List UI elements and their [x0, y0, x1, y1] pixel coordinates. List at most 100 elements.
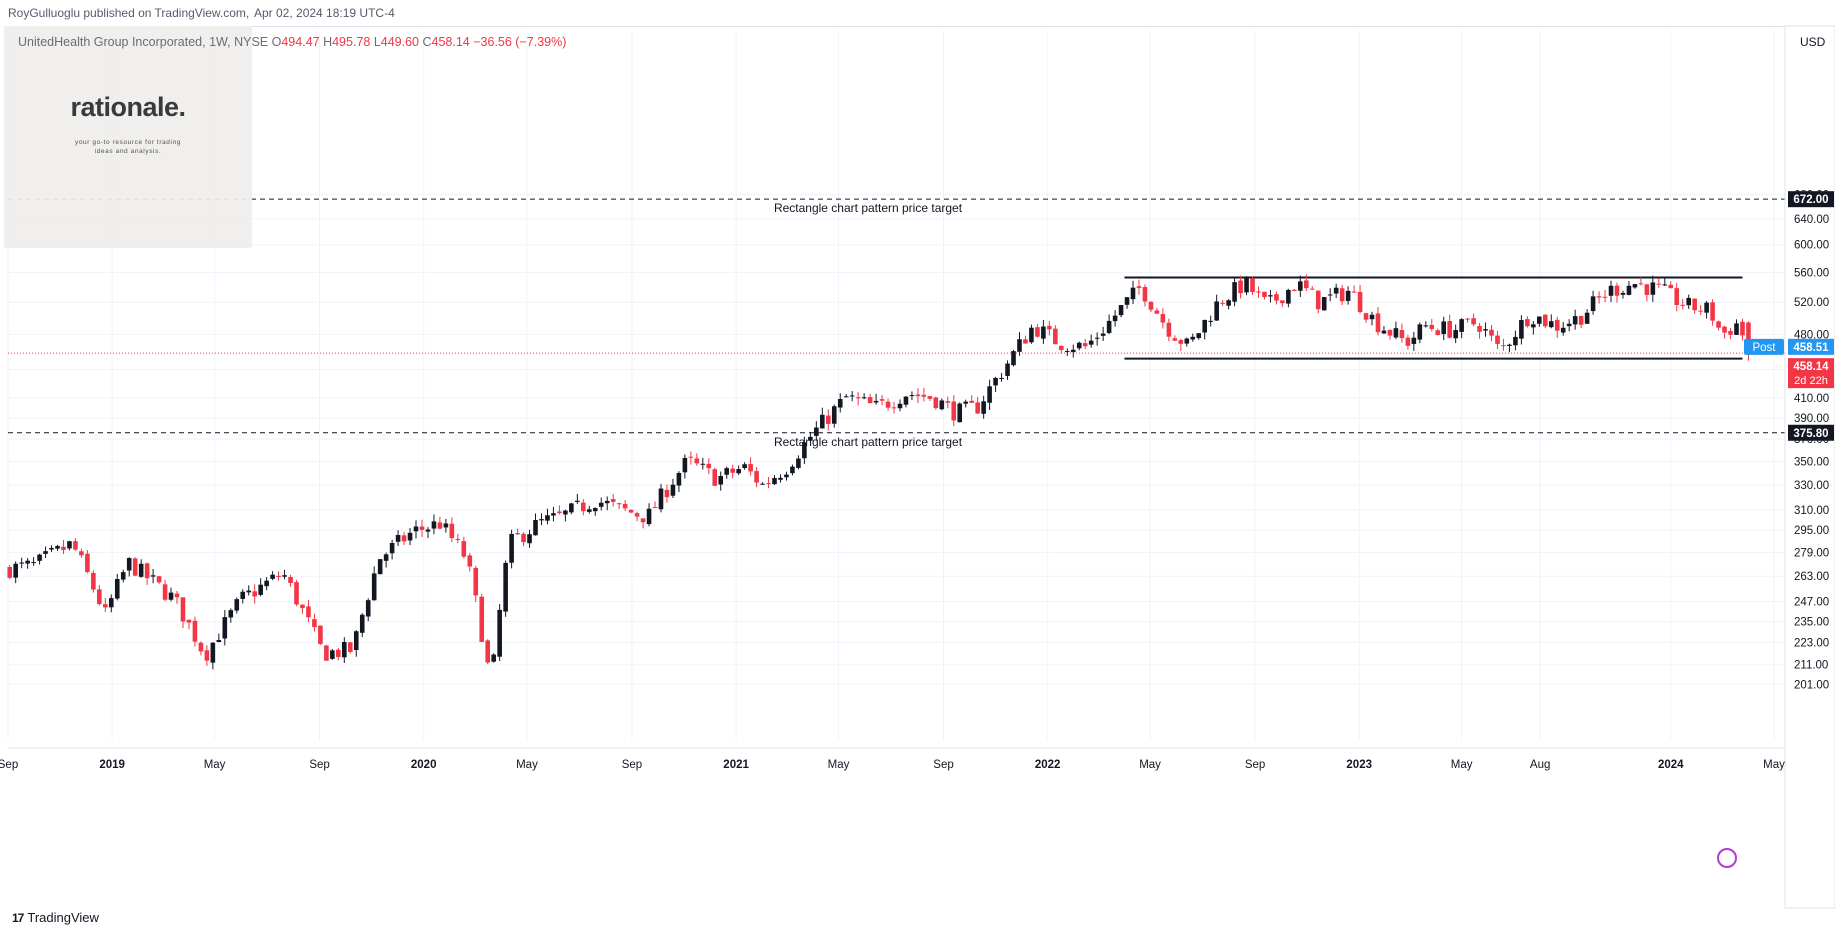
candle — [1184, 337, 1190, 347]
logo-wordmark: rationale. — [70, 92, 186, 122]
time-tick-label: May — [828, 759, 850, 771]
candle-body — [1387, 329, 1393, 336]
candle — [915, 388, 921, 404]
candle-body — [1298, 281, 1303, 291]
candle-body — [1160, 314, 1166, 323]
candle-body — [1268, 295, 1273, 297]
candle — [37, 553, 42, 565]
candle-body — [240, 591, 246, 599]
candle-body — [814, 427, 819, 436]
candle — [1274, 291, 1279, 305]
time-tick-label: Sep — [309, 759, 329, 771]
candle — [628, 509, 634, 514]
symbol-legend[interactable]: UnitedHealth Group Incorporated, 1W, NYS… — [18, 35, 566, 49]
candle-body — [837, 398, 843, 408]
candle-body — [592, 508, 598, 512]
candle-body — [1076, 342, 1082, 349]
candle-body — [515, 533, 520, 535]
candle — [228, 608, 234, 623]
candle-body — [371, 573, 377, 601]
tradingview-brand[interactable]: 17 TradingView — [12, 910, 99, 925]
price-target-tag-bg — [1788, 191, 1834, 208]
price-tags: 672.00 375.80 Post 458.51 458.14 2d 22h — [1744, 191, 1834, 441]
candle-body — [1226, 300, 1231, 306]
candle-body — [1214, 301, 1219, 321]
candle-body — [1638, 283, 1644, 285]
candle-body — [796, 458, 801, 468]
candle — [1064, 348, 1070, 356]
candle-body — [1495, 335, 1500, 344]
candle — [1483, 322, 1488, 337]
candle-body — [1417, 324, 1423, 340]
candle-body — [1309, 288, 1315, 290]
candle-body — [198, 642, 204, 652]
candle — [1023, 335, 1028, 344]
candle — [1351, 285, 1357, 293]
candle-body — [1208, 320, 1213, 322]
candle — [1047, 320, 1052, 336]
candle-body — [1626, 285, 1632, 295]
candle — [1435, 328, 1441, 336]
candle-body — [204, 650, 210, 661]
candle — [97, 584, 102, 606]
candle-body — [903, 396, 909, 405]
candle-body — [126, 558, 132, 571]
candle-body — [150, 575, 156, 577]
candle-body — [802, 442, 807, 459]
candle-body — [1686, 297, 1691, 306]
candle-body — [1041, 326, 1046, 339]
candle — [1327, 288, 1333, 302]
candle-body — [1130, 287, 1136, 300]
candle — [156, 576, 162, 585]
candle — [1531, 321, 1536, 335]
candle-body — [1453, 330, 1458, 339]
candle — [1572, 309, 1578, 330]
candle — [1590, 290, 1596, 315]
candle — [700, 457, 706, 470]
candle — [1596, 291, 1602, 304]
candle — [371, 566, 377, 601]
symbol-name[interactable]: UnitedHealth Group Incorporated, 1W, NYS… — [18, 35, 269, 49]
candle-body — [1393, 328, 1399, 338]
price-target-label: Rectangle chart pattern price target — [774, 201, 963, 215]
candle — [252, 584, 257, 604]
price-tick-label: 211.00 — [1794, 660, 1828, 672]
candle-body — [138, 563, 144, 577]
candle-body — [760, 483, 765, 485]
candle — [563, 509, 568, 522]
candle-body — [1124, 297, 1130, 305]
candle — [467, 552, 473, 572]
candle — [473, 565, 479, 603]
logo-tagline-line-2: ideas and analysis. — [94, 148, 162, 155]
publish-date: Apr 02, 2024 18:19 UTC-4 — [254, 6, 395, 20]
post-label: Post — [1752, 342, 1776, 354]
candle-body — [622, 503, 628, 509]
candle-body — [1202, 319, 1208, 333]
candle-body — [1262, 291, 1267, 298]
candle — [1560, 321, 1566, 336]
time-tick-label: May — [204, 759, 226, 771]
candle — [933, 396, 939, 410]
candle-body — [1154, 310, 1160, 314]
candle-body — [676, 472, 682, 486]
indicator-flash-icon[interactable] — [1717, 848, 1737, 868]
candle-body — [891, 407, 897, 409]
candle-body — [67, 541, 72, 549]
time-tick-label: Sep — [0, 759, 18, 771]
candle-body — [1542, 314, 1548, 327]
candle-body — [598, 502, 604, 507]
price-tick-label: 223.00 — [1794, 638, 1829, 650]
candle-body — [1632, 284, 1638, 288]
candle-body — [1286, 289, 1291, 304]
chart-pane[interactable] — [8, 26, 1785, 909]
candle — [479, 593, 485, 643]
time-tick-label: 2019 — [99, 759, 125, 771]
candle — [234, 597, 240, 614]
time-tick-label: 2020 — [411, 759, 437, 771]
candle — [646, 503, 652, 527]
grid-layer — [7, 30, 1785, 740]
candle-body — [658, 488, 664, 510]
candle-body — [1064, 351, 1070, 353]
candle — [1076, 341, 1082, 351]
